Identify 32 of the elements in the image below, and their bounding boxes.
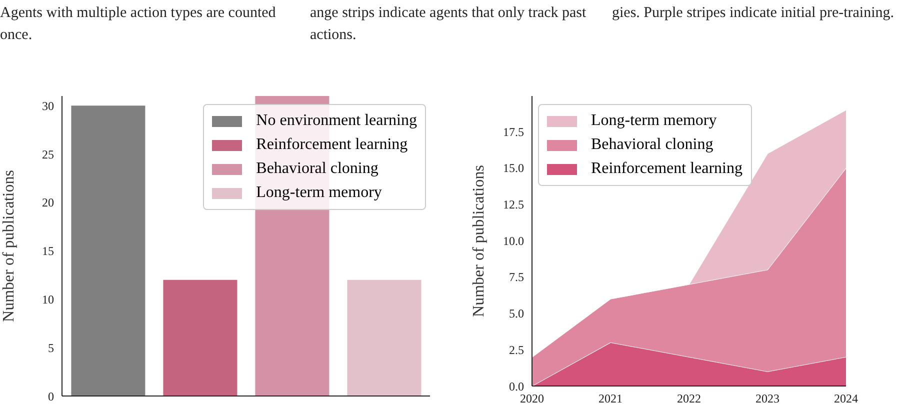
y-tick-label: 7.5	[509, 270, 524, 284]
y-tick-label: 15	[42, 244, 54, 258]
legend-label: No environment learning	[256, 112, 417, 130]
legend-label: Long-term memory	[256, 184, 382, 202]
y-axis-title: Number of publications	[470, 165, 488, 317]
y-axis-title: Number of publications	[0, 170, 18, 322]
x-tick-label: 2023	[756, 392, 780, 406]
text: ange strips indicate agents that only track past actions.	[310, 4, 588, 45]
y-tick-label: 15.0	[503, 161, 524, 176]
text: gies. Purple stripes indicate initial pre-training.	[612, 4, 896, 23]
legend-label: Behavioral cloning	[256, 160, 378, 178]
y-tick-label: 20	[42, 196, 54, 210]
text: Agents with multiple action types are counted once.	[0, 4, 277, 45]
y-tick-label: 25	[42, 147, 54, 162]
legend-label: Reinforcement learning	[591, 160, 742, 178]
x-tick-label: 2020	[520, 392, 544, 406]
y-tick-label: 0	[48, 389, 54, 404]
x-tick-label: 2021	[598, 392, 622, 406]
y-tick-label: 2.5	[509, 342, 524, 357]
legend-label: Behavioral cloning	[591, 136, 714, 154]
y-tick-label: 10	[42, 292, 54, 306]
y-tick-label: 30	[42, 98, 54, 113]
y-tick-label: 10.0	[503, 234, 524, 248]
y-tick-label: 17.5	[503, 124, 524, 139]
legend-label: Reinforcement learning	[256, 136, 408, 154]
y-tick-label: 5.0	[509, 306, 524, 321]
y-tick-label: 12.5	[503, 198, 524, 212]
y-tick-label: 5	[48, 340, 54, 355]
legend-label: Long-term memory	[591, 112, 717, 130]
y-tick-label: 0.0	[509, 379, 524, 394]
x-tick-label: 2022	[677, 392, 701, 406]
x-tick-label: 2024	[834, 392, 858, 406]
